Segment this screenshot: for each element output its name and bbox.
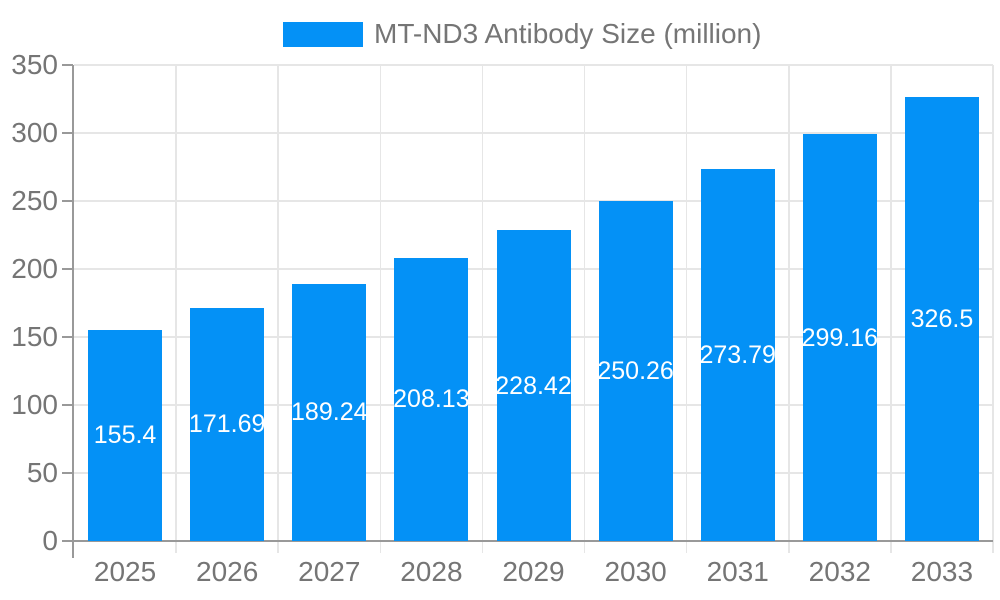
legend-label[interactable]: MT-ND3 Antibody Size (million) bbox=[374, 18, 762, 49]
x-axis-label: 2033 bbox=[910, 556, 974, 587]
bar[interactable] bbox=[904, 96, 979, 541]
bar[interactable] bbox=[88, 329, 163, 541]
x-gridline bbox=[890, 65, 892, 541]
x-axis-tick bbox=[685, 541, 688, 553]
x-axis-label: 2025 bbox=[93, 556, 157, 587]
x-gridline bbox=[175, 65, 177, 541]
x-axis-tick bbox=[583, 541, 586, 553]
y-axis-label: 300 bbox=[11, 117, 58, 148]
y-axis-label: 350 bbox=[11, 49, 58, 80]
x-axis-tick bbox=[277, 541, 279, 553]
y-axis-label: 50 bbox=[26, 457, 58, 488]
y-axis-label: 100 bbox=[11, 389, 58, 420]
x-axis-label: 2029 bbox=[502, 556, 565, 587]
x-axis-tick bbox=[481, 541, 484, 553]
y-axis-tick bbox=[62, 268, 73, 270]
y-gridline bbox=[74, 64, 993, 66]
x-axis-label: 2032 bbox=[808, 556, 871, 587]
x-axis-tick bbox=[992, 541, 994, 553]
y-axis-tick bbox=[62, 336, 73, 338]
x-gridline bbox=[481, 65, 484, 541]
x-gridline bbox=[992, 65, 994, 541]
x-axis-tick bbox=[379, 541, 382, 553]
bar[interactable] bbox=[190, 307, 265, 541]
y-gridline bbox=[74, 132, 993, 134]
x-axis-tick bbox=[788, 541, 790, 553]
x-axis-line bbox=[62, 540, 993, 542]
x-gridline bbox=[277, 65, 279, 541]
y-axis-tick bbox=[62, 132, 73, 134]
y-gridline bbox=[74, 200, 993, 202]
bar[interactable] bbox=[496, 230, 571, 541]
legend-swatch-icon[interactable] bbox=[283, 21, 363, 47]
bar[interactable] bbox=[802, 134, 877, 541]
y-axis-tick bbox=[62, 472, 73, 474]
x-axis-label: 2031 bbox=[706, 556, 769, 587]
x-gridline bbox=[788, 65, 790, 541]
x-axis-tick bbox=[175, 541, 177, 553]
bar[interactable] bbox=[292, 283, 367, 541]
x-axis-tick bbox=[890, 541, 892, 553]
y-axis-line bbox=[72, 65, 74, 558]
bar[interactable] bbox=[394, 257, 469, 541]
y-axis-label: 150 bbox=[11, 321, 58, 352]
y-axis-tick bbox=[62, 200, 73, 202]
bar[interactable] bbox=[598, 200, 673, 541]
x-gridline bbox=[583, 65, 586, 541]
y-axis-label: 250 bbox=[11, 185, 58, 216]
bar[interactable] bbox=[700, 168, 775, 541]
x-gridline bbox=[685, 65, 688, 541]
legend[interactable]: MT-ND3 Antibody Size (million) bbox=[283, 18, 761, 50]
x-axis-label: 2026 bbox=[196, 556, 259, 587]
y-axis-label: 0 bbox=[42, 525, 58, 556]
y-axis-tick bbox=[62, 404, 73, 406]
y-axis-label: 200 bbox=[11, 253, 58, 284]
x-axis-label: 2028 bbox=[400, 556, 463, 587]
x-axis-label: 2027 bbox=[298, 556, 361, 587]
y-axis-tick bbox=[62, 64, 73, 66]
x-gridline bbox=[379, 65, 382, 541]
x-axis-label: 2030 bbox=[604, 556, 667, 587]
